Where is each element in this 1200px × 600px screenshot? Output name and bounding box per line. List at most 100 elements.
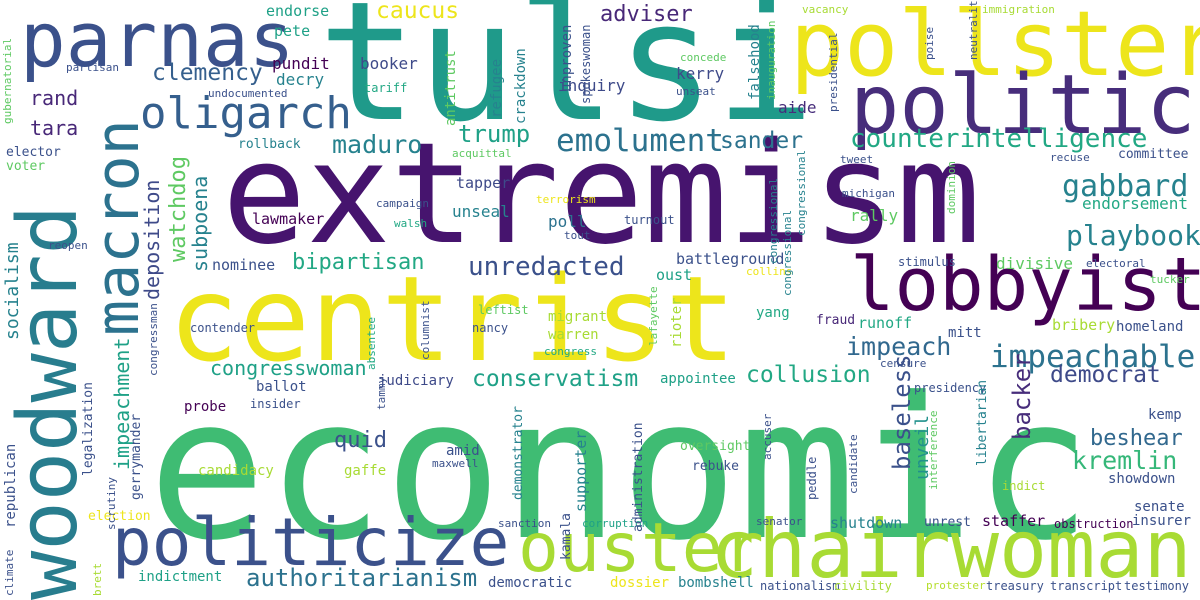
word-sander: sander: [720, 128, 804, 154]
word-turnout: turnout: [624, 213, 675, 227]
word-accuser: maxwell: [432, 457, 479, 470]
word-staffer: staffer: [982, 512, 1046, 530]
word-kemp: kemp: [1148, 407, 1182, 423]
word-collusion: collusion: [746, 362, 871, 388]
word-socialism: socialism: [2, 242, 23, 340]
word-democrat: democrat: [1050, 362, 1161, 388]
word-gerrymander: gerrymander: [129, 413, 144, 500]
word-interference: interference: [927, 410, 940, 490]
word-supporter: supporter: [572, 430, 590, 512]
word-kamala: kamala: [559, 513, 574, 560]
word-deposition: deposition: [140, 179, 164, 300]
word-inauguration: inauguration: [765, 20, 778, 100]
word-presidency: censure: [880, 357, 927, 370]
word-dossier: dossier: [610, 575, 670, 591]
word-poise: neutrality: [967, 0, 980, 60]
word-dominion: congressional: [795, 149, 808, 236]
word-treasury: treasury: [986, 579, 1044, 593]
word-rally: rally: [850, 206, 899, 225]
word-tout: tout: [564, 229, 591, 242]
word-lawmaker: lawmaker: [252, 210, 325, 228]
word-absentee: columnist: [419, 300, 432, 360]
word-quid: quid: [334, 428, 387, 453]
word-chairwoman: chairwoman: [710, 503, 1192, 596]
word-unseal: unseal: [452, 202, 510, 221]
word-campaign: campaign: [376, 197, 429, 210]
word-senate: senate: [1134, 499, 1185, 515]
word-collins: collins: [746, 265, 793, 278]
word-pete: pete: [274, 22, 311, 40]
word-electoral: tucker: [1150, 273, 1190, 286]
word-tucker: committee: [1118, 147, 1189, 162]
word-politico: politico: [850, 58, 1200, 153]
word-sanction: sanction: [498, 517, 551, 530]
word-lobbyist: lobbyist: [850, 242, 1200, 328]
word-crackdown: crackdown: [513, 48, 529, 124]
word-libertarian: libertarian: [975, 379, 990, 466]
word-congressional-2: congressional: [781, 209, 794, 296]
word-demonstrator: demonstrator: [511, 406, 526, 500]
word-corruption: corruption: [582, 517, 649, 530]
word-recuse: tweet: [840, 153, 874, 166]
word-migrant: migrant: [548, 309, 608, 325]
word-elector: elector: [6, 145, 61, 160]
word-endorsement: endorsement: [1082, 194, 1188, 213]
word-extremism: extremism: [222, 113, 981, 276]
word-congressman: congressman: [147, 303, 160, 376]
word-shutdown: shutdown: [830, 514, 903, 532]
word-baseless: baseless: [888, 354, 916, 470]
word-clemency: clemency: [152, 60, 263, 86]
word-playbook: playbook: [1066, 219, 1200, 252]
word-legalization: legalization: [81, 382, 96, 476]
word-transcript: transcript: [1050, 579, 1123, 593]
word-graham: concede: [680, 51, 727, 64]
word-insider: insider: [250, 397, 301, 411]
word-tulsi: tulsi: [318, 0, 815, 158]
word-emolument: emolument: [556, 123, 724, 159]
word-ballot: ballot: [256, 379, 307, 395]
word-adviser: adviser: [600, 2, 693, 27]
word-backer: backer: [1008, 353, 1036, 440]
word-showdown: showdown: [1108, 471, 1176, 487]
word-michigan: dominion: [945, 161, 958, 214]
word-endorse: endorse: [266, 2, 330, 20]
word-gabbard: gabbard: [1062, 169, 1189, 204]
word-counterintelligence: counterintelligence: [850, 124, 1148, 154]
word-oligarch: oligarch: [140, 88, 352, 139]
word-nationalism: nationalism: [760, 579, 840, 593]
word-voter: voter: [6, 159, 46, 174]
word-climate: climate: [3, 549, 16, 596]
word-administration: administration: [631, 422, 646, 532]
word-republican: republican: [3, 443, 19, 528]
word-probe: probe: [184, 399, 227, 415]
word-aide: aide: [778, 98, 817, 117]
word-subpoena: subpoena: [188, 175, 212, 272]
word-divisive: divisive: [996, 254, 1074, 273]
word-maduro: maduro: [332, 130, 423, 159]
word-tweet: michigan: [842, 187, 895, 200]
word-refugee: refugee: [489, 58, 505, 118]
word-yang: yang: [756, 305, 790, 321]
word-pentagon: presidency: [914, 381, 987, 395]
word-falsehood: falsehood: [747, 24, 763, 100]
word-congressional: congressional: [767, 177, 780, 264]
word-election: election: [88, 509, 151, 524]
word-maxwell: accuser: [761, 413, 774, 460]
word-tara: tara: [30, 116, 79, 140]
word-nominee: nominee: [212, 256, 276, 274]
word-beshear: beshear: [1090, 426, 1183, 451]
word-rebuke: rebuke: [692, 459, 739, 474]
word-kremlin: kremlin: [1072, 446, 1178, 475]
word-peddle: peddle: [805, 456, 819, 500]
word-bribery: bribery: [1052, 316, 1116, 334]
word-gubernatorial: gubernatorial: [1, 37, 14, 124]
word-insurer: insurer: [1132, 513, 1192, 529]
word-homeland: homeland: [1116, 319, 1184, 335]
word-bombshell: bombshell: [678, 575, 754, 591]
word-protester: protester: [926, 579, 986, 592]
word-unseat: presidential: [827, 32, 840, 112]
word-undocumented: undocumented: [208, 87, 288, 100]
word-scrutiny: scrutiny: [105, 477, 118, 530]
word-leftist: leftist: [478, 303, 529, 317]
